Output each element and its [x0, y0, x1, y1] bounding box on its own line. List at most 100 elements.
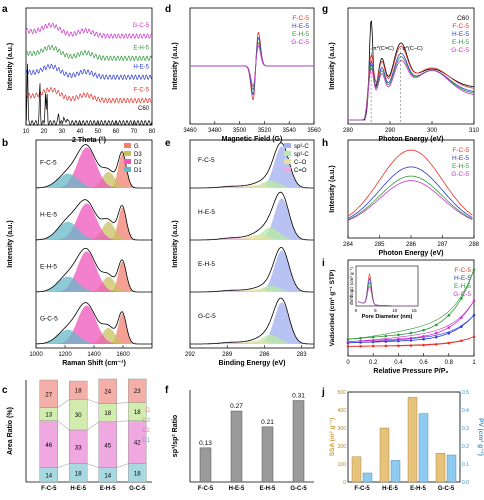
- legend-swatch: [284, 167, 291, 172]
- isotherm-point: [346, 337, 350, 341]
- epr-curve-G-C-5: [190, 45, 314, 87]
- legend-label: D2: [142, 428, 150, 434]
- legend-label: D3: [134, 152, 142, 158]
- y-axis-label: Intensity (a.u.): [172, 220, 179, 267]
- panel-letter-h: h: [322, 138, 328, 149]
- isotherm-point: [409, 339, 413, 342]
- legend-label: C60: [457, 15, 469, 22]
- legend-swatch: [124, 159, 131, 164]
- isotherm-point: [422, 328, 425, 332]
- nexafs-curve-F-C-5: [348, 45, 475, 121]
- x-tick-label: 310: [469, 128, 480, 134]
- legend-label: G-C-5: [291, 39, 309, 46]
- y-axis-label: sp³/sp² Ratio: [172, 415, 179, 457]
- isotherm-point: [359, 336, 362, 340]
- xps-envelope: [190, 191, 314, 241]
- isotherm-desorption-G-C-5: [347, 300, 475, 342]
- y-axis-label: Vadsorbed (cm³ g⁻¹ STP): [329, 270, 336, 347]
- panel-j-frame: [347, 391, 461, 483]
- isotherm-point: [371, 335, 375, 339]
- legend-label: E-H-5: [452, 163, 469, 170]
- x-tick-label: 3460: [183, 128, 197, 134]
- xrd-label: F-C-5: [134, 88, 150, 94]
- y-axis-label: Intensity (a.u.): [7, 43, 14, 90]
- band-connector: [87, 463, 99, 469]
- isotherm-point: [434, 335, 438, 339]
- x-tick-label: 290: [385, 128, 396, 134]
- legend-label: F-C-5: [292, 15, 309, 22]
- x-tick-label: 1200: [58, 352, 72, 358]
- xps-component-0: [190, 250, 314, 292]
- ratio-bar: [230, 410, 243, 483]
- raman-component-G: [36, 261, 152, 292]
- raman-sample-label: E-H-5: [40, 264, 57, 271]
- y2-tick-label: 0.2: [462, 444, 469, 450]
- raman-component-G: [36, 153, 152, 188]
- isotherm-point: [409, 331, 413, 335]
- xps-component-0: [190, 146, 314, 188]
- x-tick-label: 1400: [87, 352, 101, 358]
- x-tick-label: 280: [343, 128, 354, 134]
- x-tick-label: 0.4: [394, 360, 403, 366]
- xps-component-0: [190, 198, 314, 240]
- area-ratio-value: 42: [134, 441, 141, 447]
- raman-sample-label: H-E-5: [40, 212, 57, 219]
- raman-envelope: [36, 247, 152, 293]
- ratio-bar: [292, 400, 305, 483]
- panel-letter-d: d: [165, 4, 171, 15]
- x-tick-label: 287: [437, 242, 448, 248]
- nexafs-zoom-E-H-5: [347, 175, 473, 221]
- area-ratio-value: 18: [75, 389, 82, 395]
- ssa-bar: [435, 453, 446, 483]
- area-ratio-segment-G: [69, 380, 88, 400]
- ssa-bar: [379, 427, 390, 483]
- y2-axis-label: PV (cm³ g⁻¹): [477, 418, 484, 456]
- isotherm-point: [447, 332, 451, 335]
- x-tick-label: 289: [222, 352, 233, 358]
- xps-component-3: [190, 342, 314, 344]
- pv-bar: [362, 472, 373, 483]
- x-tick-label: 10: [23, 129, 30, 135]
- isotherm-point: [346, 340, 350, 343]
- raman-component-D1: [36, 329, 152, 344]
- xps-component-1: [190, 285, 314, 292]
- panel-e-frame: [189, 139, 315, 349]
- area-ratio-value: 45: [104, 443, 111, 449]
- y-axis-label: SSA (m² g⁻¹): [329, 418, 336, 457]
- isotherm-point: [447, 326, 451, 329]
- y-axis-label: Intensity (a.u.): [7, 220, 14, 267]
- band-connector: [116, 402, 129, 404]
- raman-envelope: [36, 144, 152, 189]
- isotherm-point: [397, 337, 400, 341]
- xrd-curve-H-E-5: [25, 63, 153, 81]
- xps-component-2: [190, 184, 314, 188]
- xps-component-2: [190, 289, 314, 292]
- x-axis-label: Photon Energy (eV): [379, 250, 444, 257]
- legend-label: D1: [134, 168, 142, 174]
- band-connector: [87, 399, 99, 404]
- y2-tick-label: 0.0: [462, 480, 469, 486]
- x-tick-label: 50: [95, 129, 102, 135]
- y-axis-label: Intensity (a.u.): [329, 165, 336, 212]
- raman-envelope: [35, 199, 152, 241]
- x-tick-label: 288: [469, 242, 480, 248]
- area-ratio-segment-G: [39, 379, 58, 408]
- isotherm-point: [434, 323, 438, 327]
- xrd-label: H-E-5: [133, 64, 149, 70]
- isotherm-point: [422, 337, 425, 341]
- area-ratio-value: 14: [45, 473, 52, 479]
- x-tick-label: G-C-5: [129, 486, 146, 492]
- xrd-label: C60: [138, 106, 150, 112]
- ratio-value-label: 0.27: [230, 403, 243, 410]
- xrd-label: G-C-5: [133, 23, 150, 29]
- x-tick-label: 286: [406, 242, 417, 248]
- panel-i-frame: [347, 259, 475, 357]
- legend-swatch: [284, 159, 291, 164]
- legend-label: E-H-5: [452, 39, 469, 46]
- x-axis-label: Relative Pressure P/P₀: [373, 368, 448, 375]
- y-tick-label: 400: [338, 408, 347, 414]
- isotherm-point: [359, 339, 362, 343]
- x-tick-label: F-C-5: [41, 486, 57, 492]
- inset-tick-label: 5: [374, 308, 377, 313]
